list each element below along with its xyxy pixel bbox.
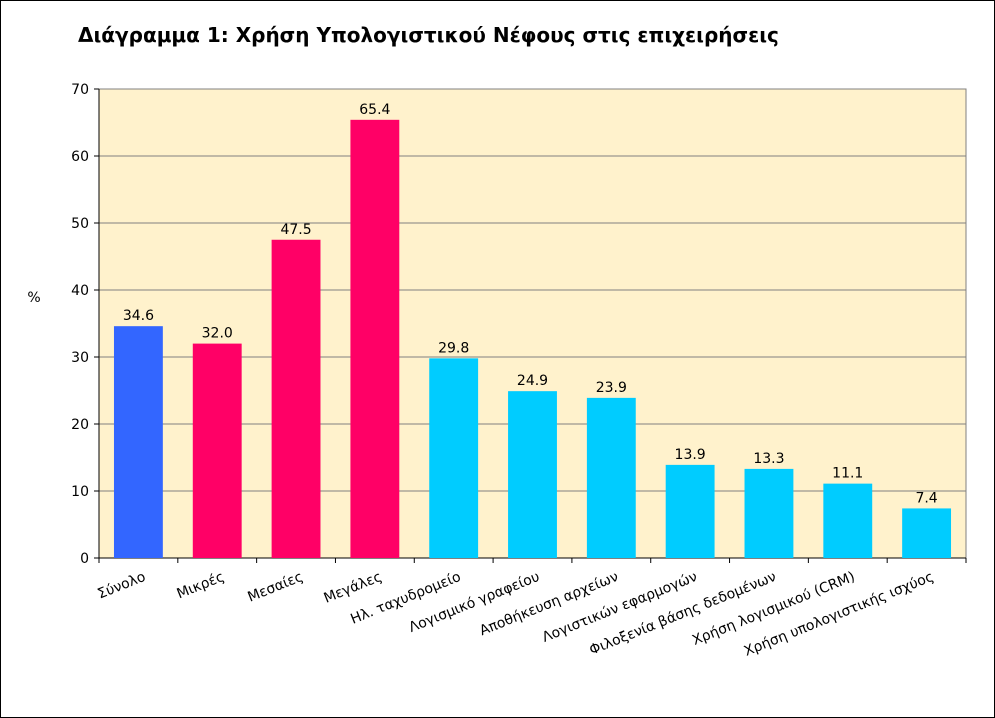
bar — [665, 464, 715, 558]
bar — [508, 391, 557, 558]
data-label: 13.3 — [753, 451, 784, 467]
data-label: 7.4 — [915, 490, 937, 506]
y-tick-label: 50 — [71, 216, 89, 232]
y-tick-label: 60 — [71, 149, 89, 165]
data-label: 65.4 — [359, 102, 390, 118]
bar — [744, 468, 794, 558]
bar — [113, 326, 163, 558]
y-tick-label: 0 — [80, 551, 89, 567]
bar — [823, 483, 873, 558]
data-label: 13.9 — [675, 447, 706, 463]
y-tick-label: 10 — [71, 484, 89, 500]
data-label: 32.0 — [202, 326, 233, 342]
data-label: 24.9 — [517, 373, 548, 389]
data-label: 29.8 — [438, 340, 469, 356]
data-label: 47.5 — [280, 222, 311, 238]
chart-title: Διάγραμμα 1: Χρήση Υπολογιστικού Νέφους … — [78, 23, 779, 47]
bar — [902, 508, 952, 558]
data-label: 23.9 — [596, 380, 627, 396]
data-label: 34.6 — [123, 308, 154, 324]
y-tick-label: 20 — [71, 417, 89, 433]
bar — [271, 239, 321, 558]
bar — [586, 397, 636, 558]
data-label: 11.1 — [832, 466, 863, 482]
category-label: Μεγάλες — [322, 569, 385, 607]
y-tick-label: 30 — [71, 350, 89, 366]
category-label: Μικρές — [175, 569, 227, 602]
category-label: Μεσαίες — [246, 569, 306, 606]
category-label: Λογισμικό γραφείου — [407, 569, 542, 636]
bar — [350, 119, 400, 558]
bar — [192, 343, 242, 558]
y-tick-label: 40 — [71, 283, 89, 299]
y-tick-label: 70 — [71, 82, 89, 98]
category-label: Σύνολο — [95, 569, 148, 603]
y-axis-label: % — [27, 290, 40, 306]
bar — [429, 358, 479, 558]
